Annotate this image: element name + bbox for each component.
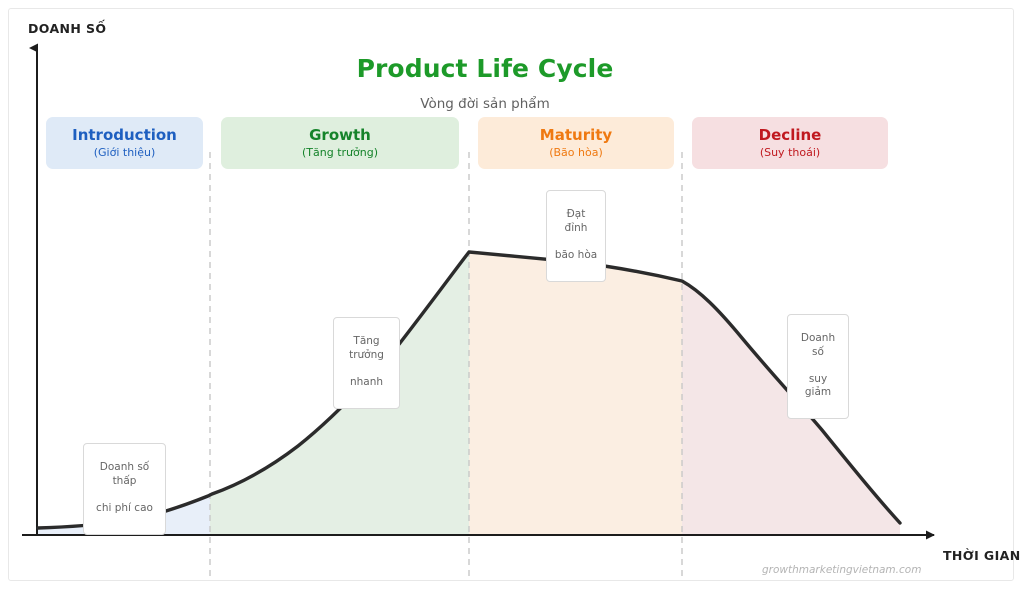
- stage-title-introduction: Introduction: [72, 125, 177, 144]
- annotation-introduction: Doanh số thấp chi phí cao: [83, 443, 166, 535]
- annotation-introduction-line2: chi phí cao: [96, 501, 153, 514]
- watermark: growthmarketingvietnam.com: [762, 564, 922, 576]
- stage-subtitle-growth: (Tăng trưởng): [302, 146, 378, 160]
- annotation-maturity-line2: bão hòa: [554, 248, 598, 261]
- stage-box-introduction[interactable]: Introduction (Giới thiệu): [46, 117, 203, 169]
- stage-subtitle-maturity: (Bão hòa): [549, 146, 603, 160]
- stage-box-decline[interactable]: Decline (Suy thoái): [692, 117, 888, 169]
- stage-title-growth: Growth: [309, 125, 371, 144]
- annotation-growth: Tăng trưởng nhanh: [333, 317, 400, 409]
- annotation-growth-line2: nhanh: [349, 375, 384, 388]
- area-fill-maturity: [469, 252, 682, 535]
- stage-title-decline: Decline: [758, 125, 822, 144]
- stage-box-growth[interactable]: Growth (Tăng trưởng): [221, 117, 459, 169]
- x-axis-label: THỜI GIAN: [943, 548, 1021, 563]
- annotation-growth-line1: Tăng trưởng: [349, 335, 384, 361]
- stage-subtitle-introduction: (Giới thiệu): [93, 146, 156, 160]
- sales-curve: [36, 250, 902, 530]
- annotation-decline: Doanh số suy giảm: [787, 314, 849, 420]
- stage-area-fills: [38, 252, 900, 535]
- stage-box-maturity[interactable]: Maturity (Bão hòa): [478, 117, 674, 169]
- annotation-decline-line1: Doanh số: [800, 332, 836, 358]
- annotation-maturity: Đạt đỉnh bão hòa: [546, 190, 606, 282]
- page-title: Product Life Cycle: [356, 54, 614, 83]
- stage-subtitle-decline: (Suy thoái): [759, 146, 821, 160]
- annotation-introduction-line1: Doanh số thấp: [99, 461, 150, 487]
- page-subtitle: Vòng đời sản phẩm: [420, 96, 550, 112]
- annotation-maturity-line1: Đạt đỉnh: [564, 208, 588, 234]
- stage-title-maturity: Maturity: [539, 125, 613, 144]
- annotation-decline-line2: suy giảm: [804, 372, 832, 399]
- y-axis-label: DOANH SỐ: [28, 21, 107, 36]
